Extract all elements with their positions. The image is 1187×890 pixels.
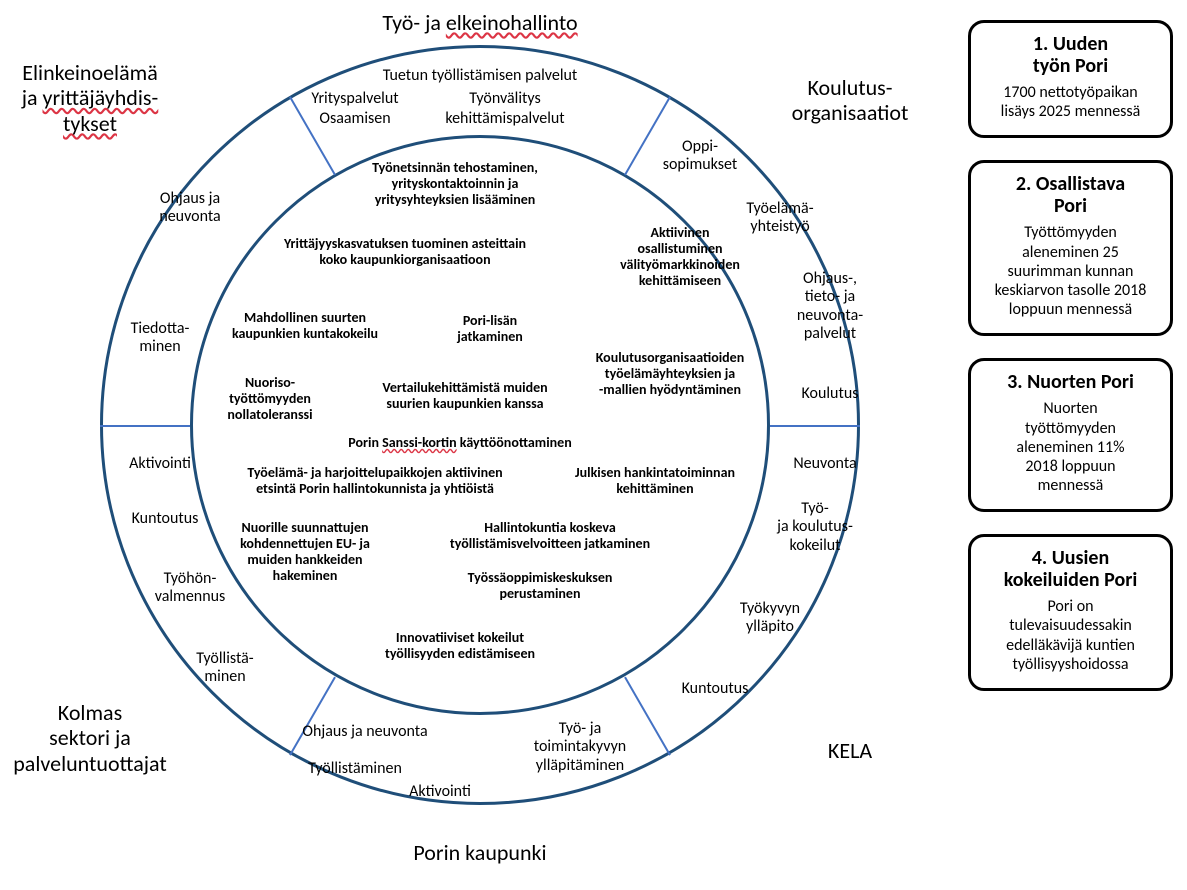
- ring-item: Koulutus: [780, 385, 880, 403]
- inner-item: Vertailukehittämistä muiden suurien kaup…: [335, 380, 595, 412]
- inner-item: Koulutusorganisaatioiden työelämäyhteyks…: [560, 350, 780, 398]
- goal-desc: Nuorten työttömyyden aleneminen 11% 2018…: [979, 399, 1162, 495]
- goals-panel: 1. Uuden työn Pori 1700 nettotyöpaikan l…: [968, 20, 1173, 691]
- sector-label-bottom: Porin kaupunki: [360, 840, 600, 865]
- circular-diagram: Työ- ja elkeinohallinto Koulutus- organi…: [0, 0, 960, 890]
- text: palveluntuottajat: [13, 750, 167, 777]
- text: tykset: [63, 110, 117, 137]
- text: yrittäjäyhdis-: [43, 84, 159, 111]
- goal-title: 3. Nuorten Pori: [979, 371, 1162, 393]
- ring-item: Ohjaus-, tieto- ja neuvonta- palvelut: [770, 270, 890, 344]
- ring-item: Kuntoutus: [110, 510, 220, 528]
- goal-box-4: 4. Uusien kokeiluiden Pori Pori on tulev…: [968, 534, 1173, 691]
- ring-item: Työnvälitys: [440, 90, 570, 108]
- sector-label-top: Työ- ja elkeinohallinto: [300, 10, 660, 35]
- goal-desc: 1700 nettotyöpaikan lisäys 2025 mennessä: [979, 83, 1162, 121]
- inner-item: Nuorille suunnattujen kohdennettujen EU-…: [205, 520, 405, 584]
- text: Sanssi-kortin: [382, 434, 456, 451]
- goal-box-1: 1. Uuden työn Pori 1700 nettotyöpaikan l…: [968, 20, 1173, 138]
- ring-item: Neuvonta: [775, 455, 875, 473]
- goal-title: 2. Osallistava Pori: [979, 173, 1162, 217]
- sector-label-bottom-left: Kolmas sektori ja palveluntuottajat: [0, 700, 180, 776]
- ring-item: Tuetun työllistämisen palvelut: [325, 67, 635, 85]
- text: Elinkeinoelämä: [22, 59, 158, 86]
- inner-item: Työssäoppimiskeskuksen perustaminen: [420, 570, 660, 602]
- text: Kolmas: [58, 699, 122, 726]
- goal-title: 1. Uuden työn Pori: [979, 33, 1162, 77]
- inner-item: Yrittäjyyskasvatuksen tuominen asteittai…: [235, 236, 575, 268]
- text: Koulutus-: [807, 74, 892, 101]
- inner-item: Työelämä- ja harjoittelupaikkojen aktiiv…: [200, 465, 550, 497]
- spoke: [100, 425, 190, 427]
- goal-desc: Pori on tulevaisuudessakin edelläkävijä …: [979, 597, 1162, 674]
- goal-box-2: 2. Osallistava Pori Työttömyyden alenemi…: [968, 160, 1173, 336]
- text: ja: [22, 84, 43, 111]
- inner-item: Julkisen hankintatoiminnan kehittäminen: [550, 465, 760, 497]
- inner-item: Työnetsinnän tehostaminen, yrityskontakt…: [315, 160, 595, 208]
- inner-item: Hallintokuntia koskeva työllistämisvelvo…: [410, 520, 690, 552]
- sector-label-top-left: Elinkeinoelämä ja yrittäjäyhdis- tykset: [0, 60, 180, 136]
- ring-item: Työ- ja koulutus- kokeilut: [750, 500, 880, 555]
- inner-item: Nuoriso- työttömyyden nollatoleranssi: [195, 375, 345, 423]
- ring-item: Työkyvyn ylläpito: [710, 600, 830, 637]
- inner-item: Innovatiiviset kokeilut työllisyyden edi…: [330, 630, 590, 662]
- goal-title: 4. Uusien kokeiluiden Pori: [979, 547, 1162, 591]
- text: käyttöönottaminen: [457, 434, 572, 451]
- text: Työ- ja: [382, 9, 446, 36]
- text: elkeinohallinto: [446, 9, 578, 36]
- spoke: [770, 425, 860, 427]
- text: organisaatiot: [792, 99, 909, 126]
- inner-item: Mahdollinen suurten kaupunkien kuntakoke…: [195, 310, 415, 342]
- ring-item: Ohjaus ja neuvonta: [130, 190, 250, 227]
- inner-item: Pori-lisän jatkaminen: [430, 313, 550, 345]
- ring-item: Ohjaus ja neuvonta: [275, 723, 455, 741]
- ring-item: Työ- ja toimintakyvyn ylläpitäminen: [500, 720, 660, 775]
- ring-item: kehittämispalvelut: [420, 110, 590, 128]
- ring-item: Työllistä- minen: [165, 650, 285, 687]
- inner-ring: [190, 135, 770, 715]
- text: Porin: [348, 434, 382, 451]
- ring-item: Kuntoutus: [655, 680, 775, 698]
- ring-item: Aktivointi: [105, 455, 215, 473]
- ring-item: Aktivointi: [365, 783, 515, 801]
- text: sektori ja: [49, 724, 131, 751]
- goal-box-3: 3. Nuorten Pori Nuorten työttömyyden ale…: [968, 358, 1173, 512]
- sector-label-top-right: Koulutus- organisaatiot: [760, 75, 940, 126]
- inner-item: Porin Sanssi-kortin käyttöönottaminen: [280, 435, 640, 451]
- ring-item: Osaamisen: [290, 110, 420, 128]
- inner-item: Aktiivinen osallistuminen välityömarkkin…: [590, 225, 770, 289]
- goal-desc: Työttömyyden aleneminen 25 suurimman kun…: [979, 223, 1162, 319]
- sector-label-right: KELA: [800, 738, 900, 763]
- ring-item: Työllistäminen: [265, 760, 445, 778]
- ring-item: Yrityspalvelut: [290, 90, 420, 108]
- ring-item: Oppi- sopimukset: [640, 138, 760, 175]
